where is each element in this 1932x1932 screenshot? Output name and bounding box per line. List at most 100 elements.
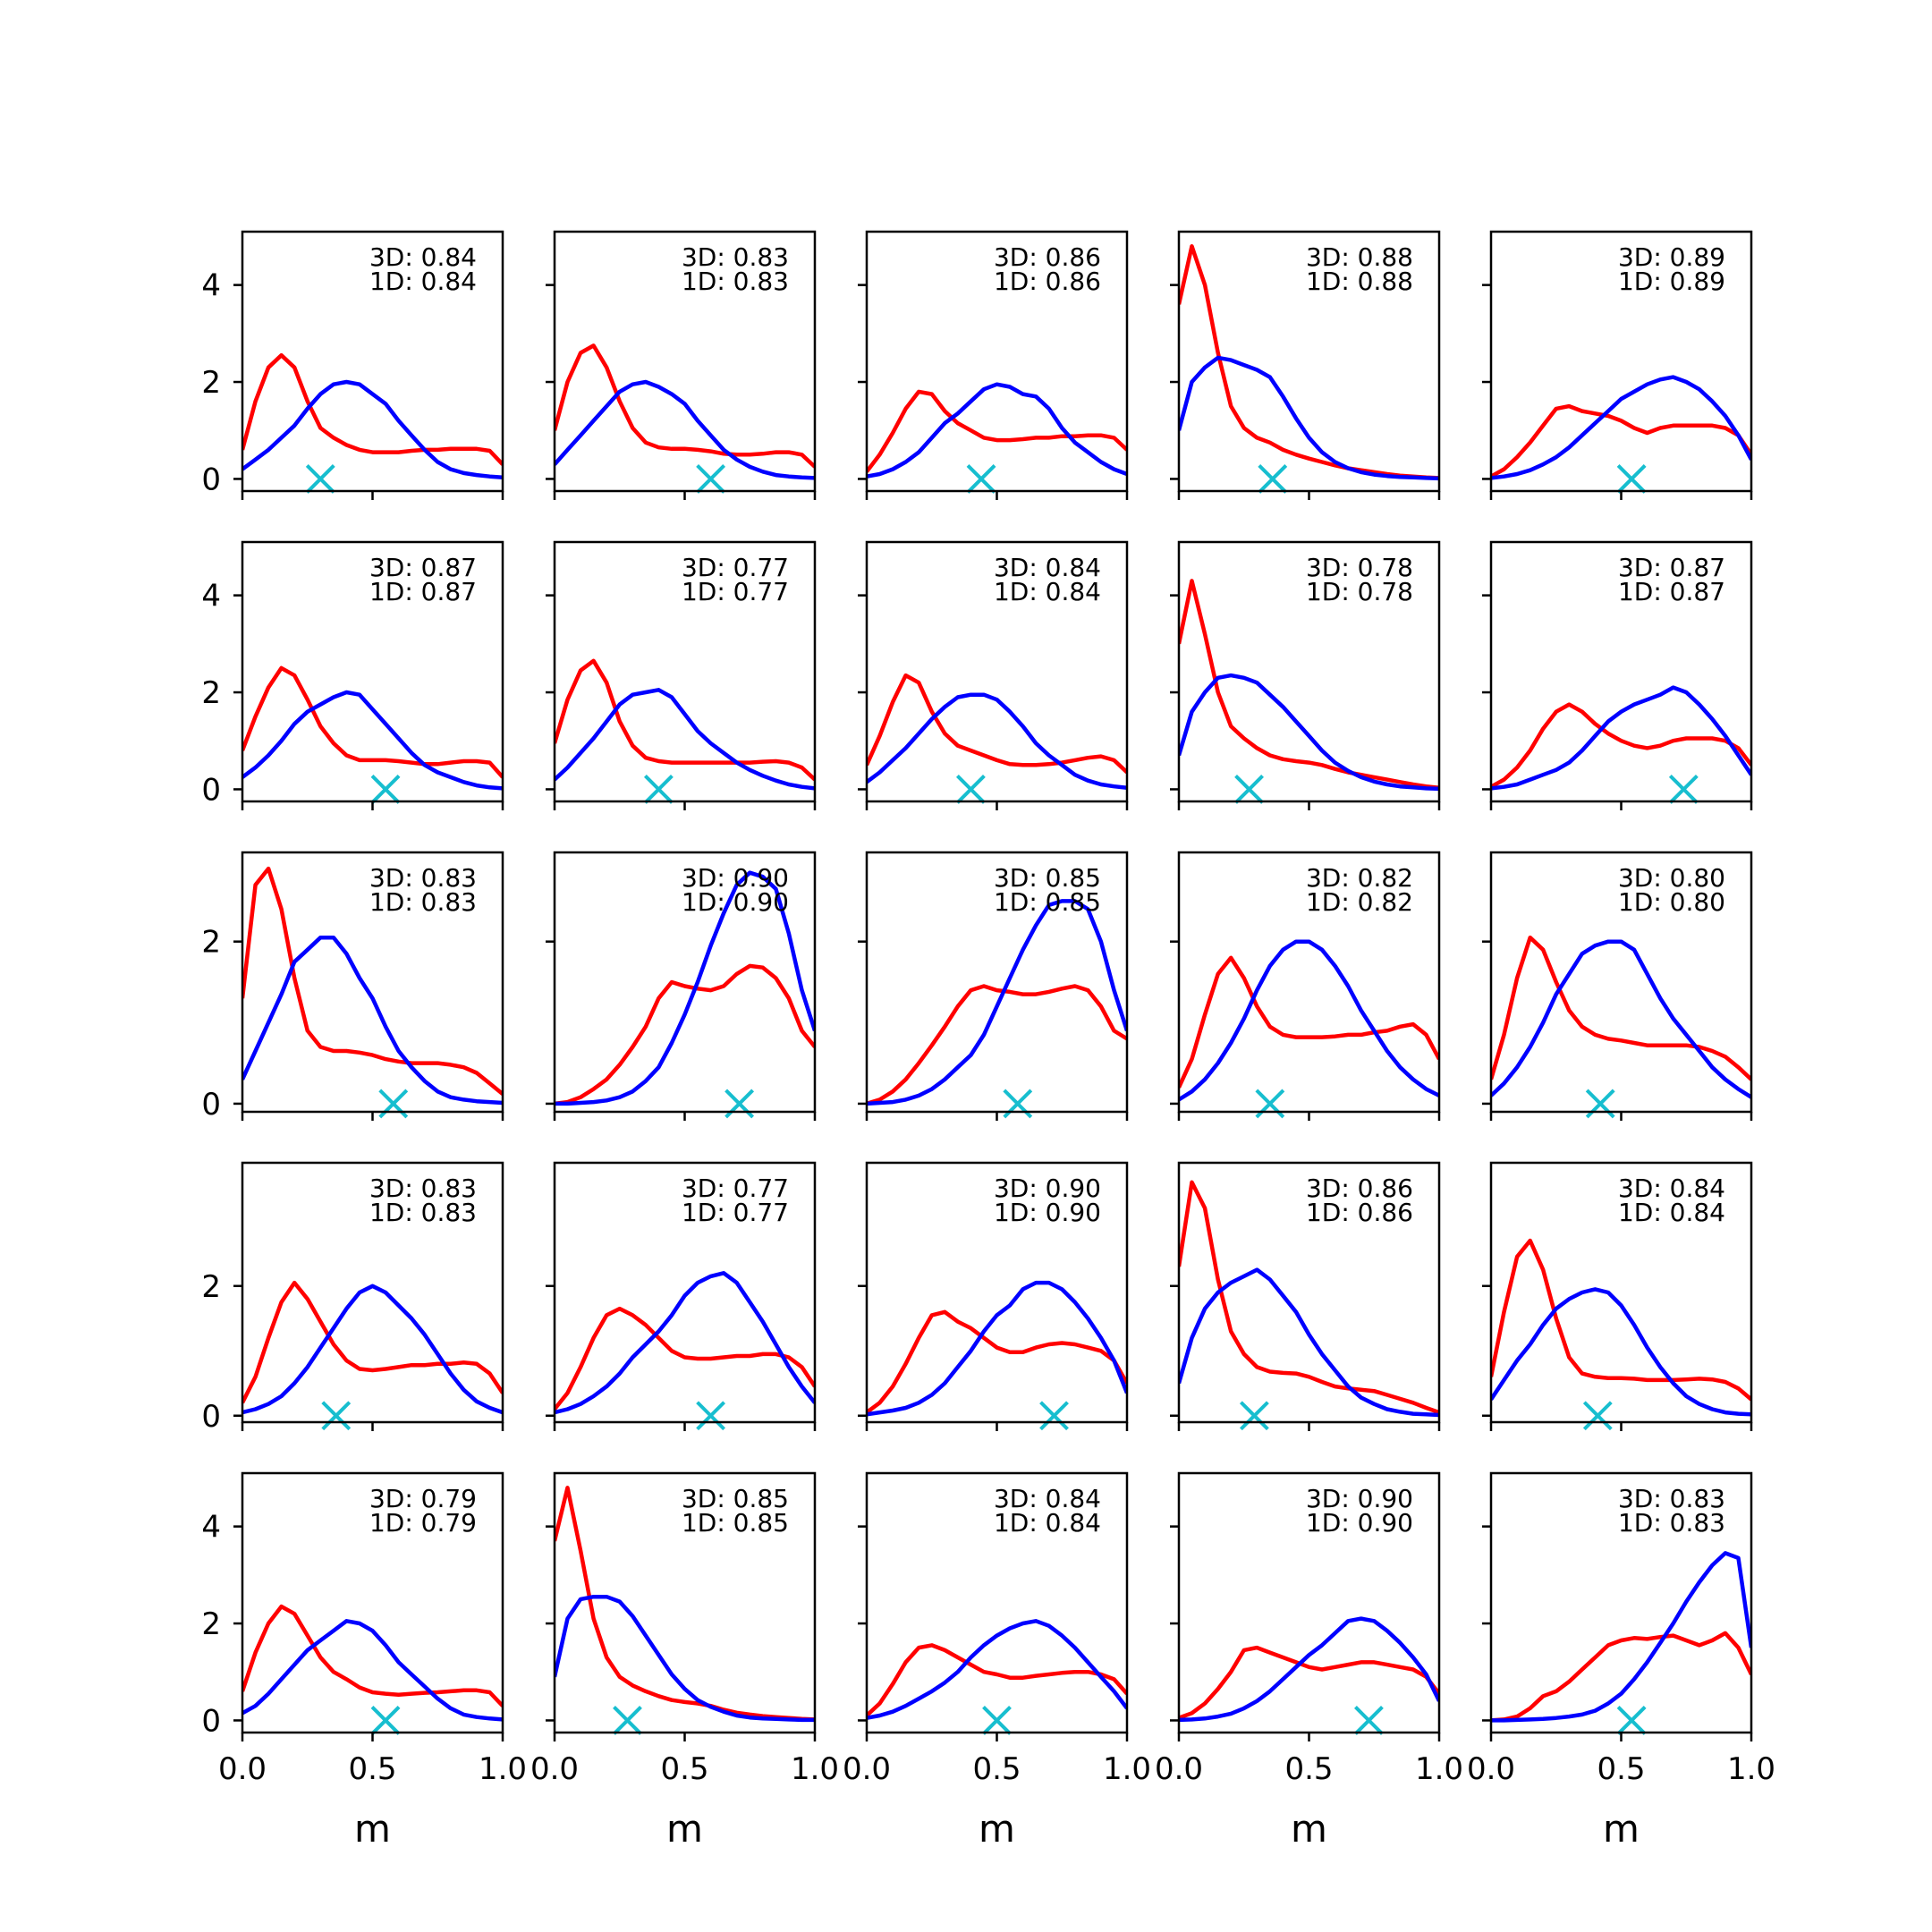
annotation-3d-r1c4: 3D: 0.87 [1618, 553, 1725, 582]
x-marker-r4c4 [1616, 1706, 1647, 1735]
y-tick-label-r0: 2 [201, 365, 221, 401]
annotation-3d-r2c2: 3D: 0.85 [994, 863, 1101, 893]
red-density-line-r3c1 [555, 1306, 815, 1411]
annotation-3d-r1c1: 3D: 0.77 [682, 553, 789, 582]
x-axis-label-c1: m [666, 1807, 703, 1851]
annotation-1d-r0c4: 1D: 0.89 [1618, 267, 1725, 296]
x-axis-label-c0: m [354, 1807, 391, 1851]
blue-density-line-r3c4 [1491, 1287, 1751, 1417]
x-marker-r1c0 [370, 775, 401, 804]
annotation-1d-r0c1: 1D: 0.83 [682, 267, 789, 296]
annotation-1d-r1c4: 1D: 0.87 [1618, 577, 1725, 606]
red-density-line-r1c4 [1491, 702, 1751, 789]
y-tick-label-r3: 2 [201, 1269, 221, 1305]
x-marker-r0c4 [1616, 464, 1647, 494]
y-tick-label-r1: 2 [201, 675, 221, 711]
y-tick-label-r1: 0 [201, 772, 221, 808]
blue-density-line-r3c0 [242, 1284, 503, 1415]
red-density-line-r3c3 [1179, 1180, 1439, 1415]
x-marker-r0c3 [1258, 464, 1288, 494]
annotation-1d-r4c4: 1D: 0.83 [1618, 1508, 1725, 1538]
y-tick-label-r0: 4 [201, 268, 221, 304]
red-density-line-r0c2 [867, 389, 1127, 473]
y-tick-label-r0: 0 [201, 462, 221, 497]
annotation-3d-r2c3: 3D: 0.82 [1306, 863, 1413, 893]
x-tick-label-c4: 0.0 [1467, 1751, 1515, 1787]
x-tick-label-c4: 0.5 [1597, 1751, 1645, 1787]
x-marker-r0c2 [966, 464, 996, 494]
y-tick-label-r4: 2 [201, 1606, 221, 1642]
x-tick-label-c3: 0.0 [1155, 1751, 1203, 1787]
annotation-1d-r1c1: 1D: 0.77 [682, 577, 789, 606]
annotation-3d-r0c4: 3D: 0.89 [1618, 242, 1725, 272]
blue-density-line-r2c4 [1491, 939, 1751, 1099]
blue-density-line-r0c2 [867, 382, 1127, 479]
x-tick-label-c2: 0.0 [843, 1751, 891, 1787]
blue-density-line-r0c4 [1491, 375, 1751, 480]
red-density-line-r0c0 [242, 352, 503, 466]
annotation-1d-r2c0: 1D: 0.83 [369, 887, 477, 917]
annotation-3d-r2c1: 3D: 0.90 [682, 863, 789, 893]
blue-density-line-r3c2 [867, 1280, 1127, 1417]
annotation-1d-r0c0: 1D: 0.84 [369, 267, 477, 296]
blue-density-line-r2c3 [1179, 939, 1439, 1102]
annotation-3d-r2c0: 3D: 0.83 [369, 863, 477, 893]
y-tick-label-r2: 2 [201, 925, 221, 961]
annotation-3d-r3c1: 3D: 0.77 [682, 1174, 789, 1203]
annotation-3d-r1c2: 3D: 0.84 [994, 553, 1101, 582]
x-tick-label-c2: 0.5 [972, 1751, 1021, 1787]
annotation-3d-r4c3: 3D: 0.90 [1306, 1484, 1413, 1513]
annotation-3d-r3c2: 3D: 0.90 [994, 1174, 1101, 1203]
red-density-line-r2c1 [555, 963, 815, 1106]
x-marker-r3c3 [1239, 1401, 1269, 1431]
annotation-1d-r1c2: 1D: 0.84 [994, 577, 1101, 606]
red-density-line-r4c3 [1179, 1645, 1439, 1720]
x-marker-r4c3 [1354, 1706, 1384, 1735]
x-marker-r3c4 [1582, 1401, 1613, 1431]
x-marker-r2c1 [724, 1089, 755, 1119]
y-tick-label-r2: 0 [201, 1087, 221, 1123]
annotation-3d-r1c3: 3D: 0.78 [1306, 553, 1413, 582]
annotation-3d-r3c3: 3D: 0.86 [1306, 1174, 1413, 1203]
x-marker-r1c1 [643, 775, 674, 804]
x-tick-label-c1: 1.0 [791, 1751, 839, 1787]
red-density-line-r3c4 [1491, 1238, 1751, 1402]
x-tick-label-c1: 0.0 [530, 1751, 579, 1787]
x-tick-label-c0: 1.0 [479, 1751, 527, 1787]
x-marker-r1c4 [1668, 775, 1699, 804]
blue-density-line-r0c1 [555, 379, 815, 480]
annotation-1d-r2c1: 1D: 0.90 [682, 887, 789, 917]
blue-density-line-r2c0 [242, 935, 503, 1106]
x-tick-label-c0: 0.5 [348, 1751, 396, 1787]
red-density-line-r1c0 [242, 665, 503, 779]
red-density-line-r4c1 [555, 1486, 815, 1722]
red-density-line-r2c3 [1179, 955, 1439, 1089]
annotation-1d-r3c0: 1D: 0.83 [369, 1198, 477, 1227]
annotation-3d-r0c1: 3D: 0.83 [682, 242, 789, 272]
red-density-line-r3c2 [867, 1309, 1127, 1414]
x-tick-label-c0: 0.0 [218, 1751, 267, 1787]
blue-density-line-r2c1 [555, 870, 815, 1106]
red-density-line-r3c0 [242, 1280, 503, 1404]
blue-density-line-r0c3 [1179, 355, 1439, 481]
x-marker-r2c4 [1585, 1089, 1615, 1119]
blue-density-line-r4c3 [1179, 1616, 1439, 1723]
x-axis-label-c2: m [979, 1807, 1015, 1851]
blue-density-line-r2c2 [867, 899, 1127, 1106]
x-marker-r3c2 [1039, 1401, 1069, 1431]
annotation-1d-r4c2: 1D: 0.84 [994, 1508, 1101, 1538]
x-tick-label-c3: 0.5 [1284, 1751, 1333, 1787]
red-density-line-r4c0 [242, 1604, 503, 1707]
annotation-1d-r4c0: 1D: 0.79 [369, 1508, 477, 1538]
red-density-line-r2c2 [867, 984, 1127, 1106]
blue-density-line-r4c0 [242, 1619, 503, 1722]
x-marker-r1c3 [1234, 775, 1264, 804]
blue-density-line-r4c2 [867, 1619, 1127, 1720]
x-tick-label-c4: 1.0 [1727, 1751, 1775, 1787]
annotation-3d-r3c4: 3D: 0.84 [1618, 1174, 1725, 1203]
annotation-3d-r1c0: 3D: 0.87 [369, 553, 477, 582]
blue-density-line-r1c1 [555, 688, 815, 791]
x-marker-r4c0 [370, 1706, 401, 1735]
red-density-line-r4c4 [1491, 1631, 1751, 1723]
annotation-3d-r3c0: 3D: 0.83 [369, 1174, 477, 1203]
